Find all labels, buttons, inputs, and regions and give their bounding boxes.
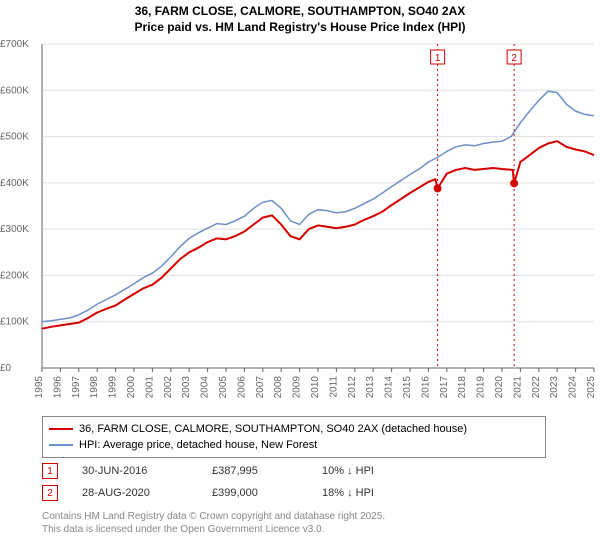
svg-text:2008: 2008	[273, 376, 284, 399]
svg-text:2021: 2021	[512, 376, 523, 399]
svg-text:2013: 2013	[365, 376, 376, 399]
footer-attribution: Contains HM Land Registry data © Crown c…	[42, 510, 385, 536]
svg-text:£700K: £700K	[0, 39, 29, 50]
svg-text:2020: 2020	[494, 376, 505, 399]
svg-text:£300K: £300K	[0, 224, 29, 235]
sale-markers-table: 1 30-JUN-2016 £387,995 10% ↓ HPI 2 28-AU…	[42, 460, 442, 504]
svg-text:2017: 2017	[439, 376, 450, 399]
svg-text:2001: 2001	[144, 376, 155, 399]
svg-text:2014: 2014	[384, 376, 395, 399]
svg-text:2015: 2015	[402, 376, 413, 399]
legend: 36, FARM CLOSE, CALMORE, SOUTHAMPTON, SO…	[42, 416, 546, 458]
svg-text:1999: 1999	[108, 376, 119, 399]
title-line-2: Price paid vs. HM Land Registry's House …	[0, 20, 600, 36]
svg-text:£0: £0	[0, 363, 12, 374]
svg-text:2004: 2004	[200, 376, 211, 399]
marker-pct: 18% ↓ HPI	[322, 487, 442, 499]
marker-row: 2 28-AUG-2020 £399,000 18% ↓ HPI	[42, 482, 442, 504]
svg-text:£400K: £400K	[0, 178, 29, 189]
svg-text:2003: 2003	[181, 376, 192, 399]
legend-item: HPI: Average price, detached house, New …	[49, 437, 539, 453]
legend-item: 36, FARM CLOSE, CALMORE, SOUTHAMPTON, SO…	[49, 421, 539, 437]
svg-text:2002: 2002	[163, 376, 174, 399]
svg-text:2010: 2010	[310, 376, 321, 399]
svg-text:1: 1	[435, 53, 441, 64]
marker-date: 28-AUG-2020	[82, 487, 212, 499]
svg-text:2018: 2018	[457, 376, 468, 399]
svg-text:1995: 1995	[34, 376, 45, 399]
svg-text:2019: 2019	[476, 376, 487, 399]
price-chart: £0 £100K £200K £300K £400K £500K £600K £700K 199…	[0, 38, 600, 408]
legend-label: HPI: Average price, detached house, New …	[79, 439, 317, 451]
svg-text:£100K: £100K	[0, 317, 29, 328]
marker-price: £387,995	[212, 465, 322, 477]
marker-price: £399,000	[212, 487, 322, 499]
marker-date: 30-JUN-2016	[82, 465, 212, 477]
svg-text:2005: 2005	[218, 376, 229, 399]
svg-text:2000: 2000	[126, 376, 137, 399]
svg-text:2023: 2023	[549, 376, 560, 399]
legend-swatch	[49, 444, 73, 446]
svg-text:1998: 1998	[89, 376, 100, 399]
svg-text:£200K: £200K	[0, 270, 29, 281]
svg-text:2009: 2009	[292, 376, 303, 399]
svg-text:2016: 2016	[420, 376, 431, 399]
marker-row: 1 30-JUN-2016 £387,995 10% ↓ HPI	[42, 460, 442, 482]
svg-text:2: 2	[511, 53, 517, 64]
svg-text:2007: 2007	[255, 376, 266, 399]
svg-text:2011: 2011	[328, 376, 339, 398]
svg-text:2025: 2025	[586, 376, 597, 399]
svg-text:2022: 2022	[531, 376, 542, 399]
title-line-1: 36, FARM CLOSE, CALMORE, SOUTHAMPTON, SO…	[0, 4, 600, 20]
svg-text:1996: 1996	[52, 376, 63, 399]
svg-text:2012: 2012	[347, 376, 358, 399]
marker-pct: 10% ↓ HPI	[322, 465, 442, 477]
legend-label: 36, FARM CLOSE, CALMORE, SOUTHAMPTON, SO…	[79, 423, 467, 435]
svg-text:2006: 2006	[236, 376, 247, 399]
legend-swatch	[49, 428, 73, 430]
footer-line-2: This data is licensed under the Open Gov…	[42, 523, 385, 536]
footer-line-1: Contains HM Land Registry data © Crown c…	[42, 510, 385, 523]
marker-number-box: 1	[42, 463, 58, 479]
svg-text:2024: 2024	[568, 376, 579, 399]
marker-number-box: 2	[42, 485, 58, 501]
svg-text:£500K: £500K	[0, 132, 29, 143]
svg-text:£600K: £600K	[0, 85, 29, 96]
svg-text:1997: 1997	[71, 376, 82, 399]
